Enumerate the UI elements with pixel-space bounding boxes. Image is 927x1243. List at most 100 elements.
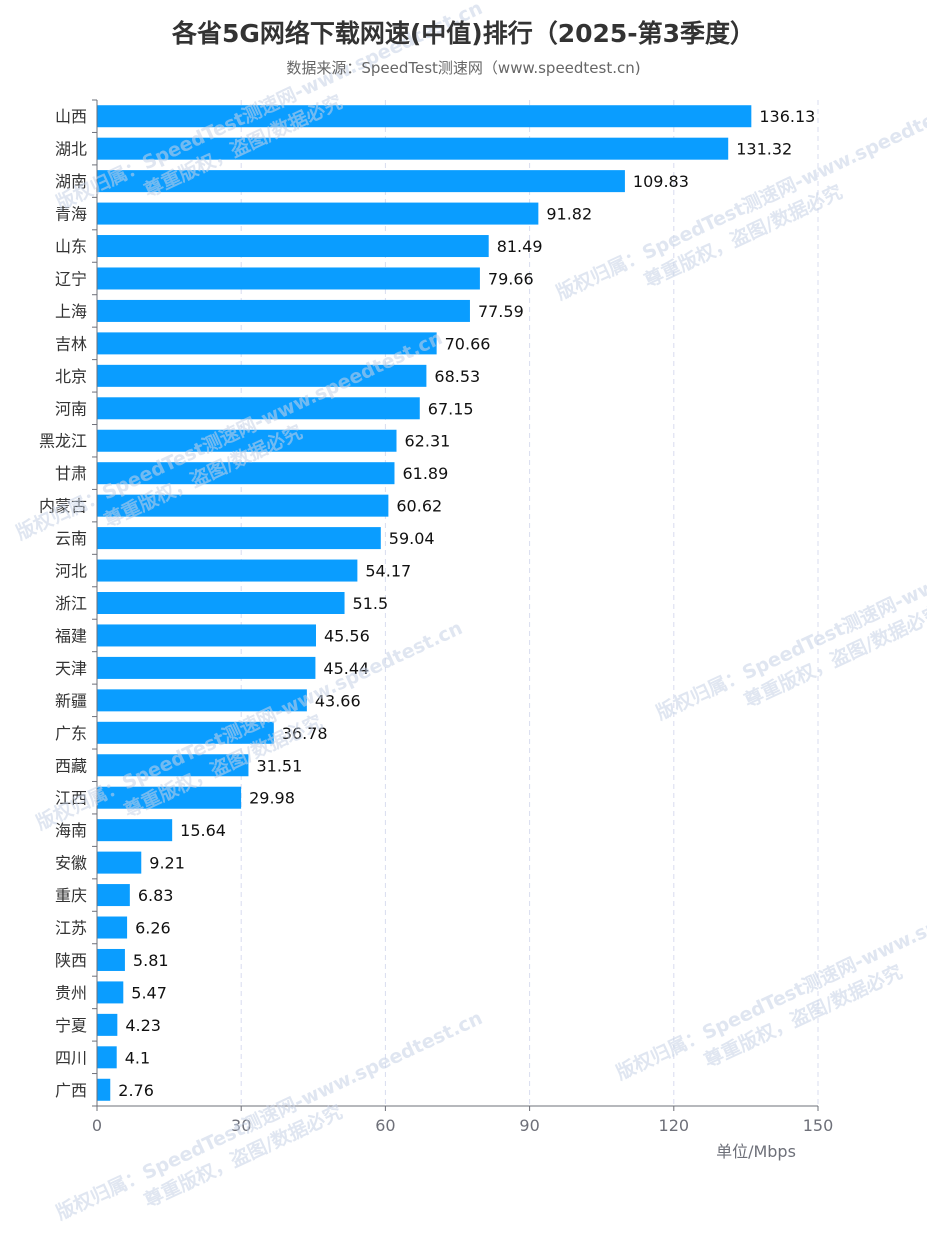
bar-山西	[97, 105, 752, 128]
category-label: 内蒙古	[39, 497, 87, 516]
x-tick-label: 150	[803, 1116, 834, 1135]
category-label: 海南	[55, 821, 87, 840]
bar-河北	[97, 559, 358, 582]
x-tick-label: 120	[659, 1116, 690, 1135]
category-label: 河南	[55, 399, 87, 418]
bar-福建	[97, 624, 316, 647]
category-label: 福建	[55, 626, 87, 645]
value-label: 6.83	[138, 886, 174, 905]
value-label: 4.1	[125, 1048, 150, 1067]
x-tick-label: 60	[375, 1116, 395, 1135]
category-label: 北京	[55, 367, 87, 386]
axes: 0 30 60 90 120 150	[92, 99, 834, 1135]
value-label: 9.21	[149, 854, 185, 873]
category-label: 宁夏	[55, 1016, 87, 1035]
bar-辽宁	[97, 267, 480, 290]
bar-河南	[97, 397, 420, 420]
value-label: 61.89	[402, 464, 448, 483]
bar-广东	[97, 721, 274, 744]
watermark-group: 版权归属：SpeedTest测速网-www.speedtest.cn尊重版权，盗…	[612, 866, 927, 1084]
value-label: 54.17	[365, 562, 411, 581]
value-label: 51.5	[353, 594, 389, 613]
category-label: 上海	[55, 302, 87, 321]
value-label: 43.66	[315, 691, 361, 710]
category-label: 天津	[55, 659, 87, 678]
bar-内蒙古	[97, 494, 389, 517]
category-label: 浙江	[55, 594, 87, 613]
x-tick-label: 0	[92, 1116, 102, 1135]
category-label: 江西	[55, 789, 87, 808]
bar-天津	[97, 656, 316, 679]
value-label: 79.66	[488, 269, 534, 288]
value-label: 6.26	[135, 919, 171, 938]
watermark-group: 版权归属：SpeedTest测速网-www.speedtest.cn尊重版权，盗…	[52, 1006, 485, 1224]
category-label: 西藏	[55, 756, 87, 775]
labels: 山西 136.13 湖北 131.32 湖南 109.83 青海 91.82 山东 81.49 辽宁…	[39, 107, 815, 1100]
bar-海南	[97, 819, 173, 842]
bar-新疆	[97, 689, 307, 712]
category-label: 青海	[55, 205, 87, 224]
category-label: 辽宁	[55, 269, 87, 288]
category-label: 云南	[55, 529, 87, 548]
x-tick-label: 90	[519, 1116, 539, 1135]
value-label: 70.66	[445, 334, 491, 353]
bar-广西	[97, 1078, 111, 1101]
grid-lines	[240, 100, 819, 1106]
bar-吉林	[97, 332, 437, 355]
value-label: 131.32	[736, 140, 792, 159]
category-label: 重庆	[55, 886, 87, 905]
chart-subtitle: 数据来源：SpeedTest测速网（www.speedtest.cn)	[286, 59, 641, 77]
bar-宁夏	[97, 1013, 118, 1036]
bar-安徽	[97, 851, 142, 874]
value-label: 136.13	[759, 107, 815, 126]
category-label: 山东	[55, 237, 87, 256]
value-label: 15.64	[180, 821, 226, 840]
category-label: 甘肃	[55, 464, 87, 483]
category-label: 山西	[55, 107, 87, 126]
value-label: 5.81	[133, 951, 169, 970]
category-label: 广东	[55, 724, 87, 743]
value-label: 2.76	[118, 1081, 154, 1100]
value-label: 109.83	[633, 172, 689, 191]
bar-青海	[97, 202, 539, 225]
category-label: 黑龙江	[39, 432, 87, 451]
value-label: 36.78	[282, 724, 328, 743]
value-label: 67.15	[428, 399, 474, 418]
bar-山东	[97, 235, 489, 258]
bar-江西	[97, 786, 242, 809]
value-label: 59.04	[389, 529, 435, 548]
value-label: 31.51	[256, 756, 302, 775]
value-label: 91.82	[546, 205, 592, 224]
category-label: 广西	[55, 1081, 87, 1100]
category-label: 河北	[55, 562, 87, 581]
value-label: 45.44	[323, 659, 369, 678]
value-label: 29.98	[249, 789, 295, 808]
bar-湖北	[97, 137, 729, 160]
bar-浙江	[97, 592, 345, 614]
value-label: 4.23	[125, 1016, 161, 1035]
value-label: 68.53	[434, 367, 480, 386]
value-label: 5.47	[131, 983, 167, 1002]
bar-黑龙江	[97, 429, 397, 452]
bar-甘肃	[97, 462, 395, 485]
category-label: 四川	[55, 1048, 87, 1067]
bar-湖南	[97, 170, 625, 193]
bar-重庆	[97, 884, 130, 907]
value-label: 45.56	[324, 626, 370, 645]
chart-title: 各省5G网络下载网速(中值)排行（2025-第3季度）	[171, 19, 756, 48]
bar-云南	[97, 527, 381, 550]
bar-西藏	[97, 754, 249, 777]
x-axis-label: 单位/Mbps	[716, 1142, 796, 1161]
bar-四川	[97, 1046, 117, 1069]
bar-贵州	[97, 981, 124, 1004]
value-label: 77.59	[478, 302, 524, 321]
category-label: 贵州	[55, 983, 87, 1002]
bar-江苏	[97, 916, 128, 939]
value-label: 81.49	[497, 237, 543, 256]
x-tick-label: 30	[231, 1116, 251, 1135]
category-label: 江苏	[55, 919, 87, 938]
category-label: 湖南	[55, 172, 87, 191]
watermark-line1: 版权归属：SpeedTest测速网-www.speedtest.cn	[52, 1006, 485, 1224]
category-label: 湖北	[55, 140, 87, 159]
